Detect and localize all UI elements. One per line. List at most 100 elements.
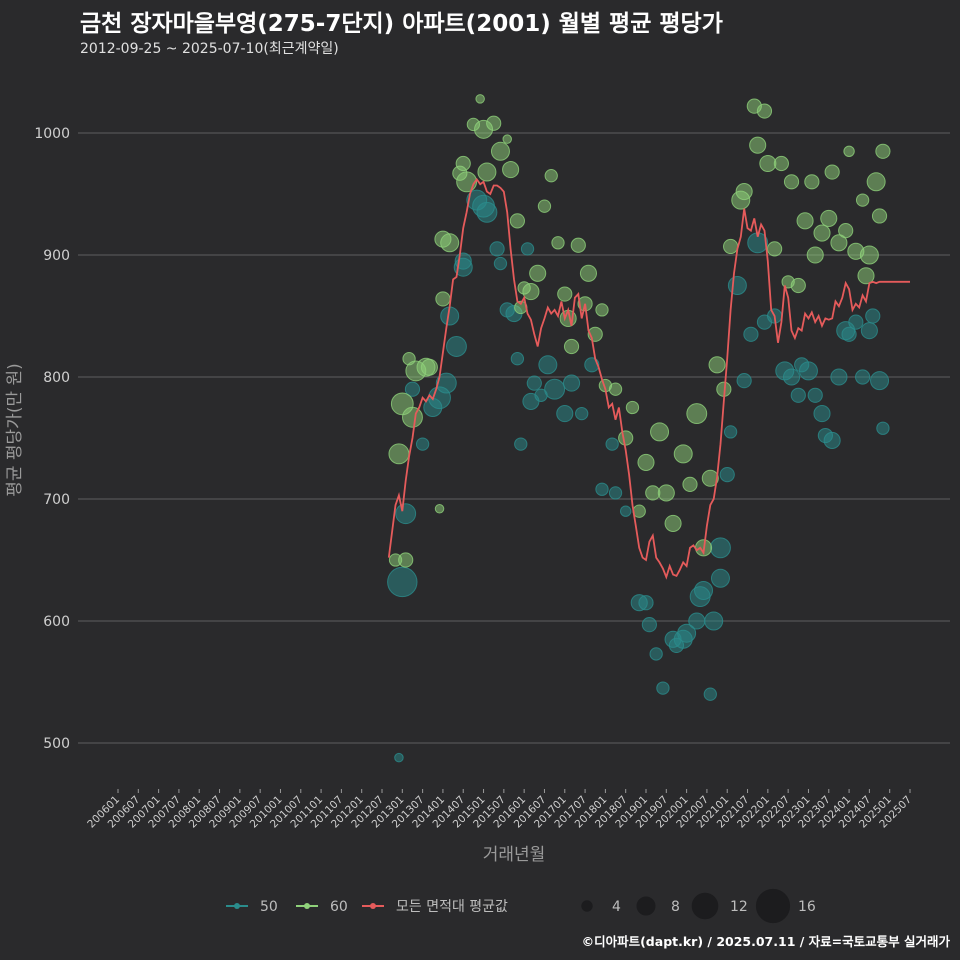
legend-marker	[304, 903, 310, 909]
legend-size-label: 8	[671, 899, 680, 915]
data-point	[790, 387, 806, 403]
data-point	[830, 234, 848, 252]
legend-label: 모든 면적대 평균값	[396, 899, 508, 915]
data-point	[830, 368, 848, 386]
data-point	[701, 469, 719, 487]
data-point	[420, 358, 438, 376]
data-point	[446, 336, 467, 357]
data-point	[688, 612, 706, 630]
data-point	[848, 314, 864, 330]
data-point	[475, 94, 485, 104]
data-point	[857, 267, 875, 285]
data-point	[514, 437, 528, 451]
data-point	[719, 467, 735, 483]
data-point	[677, 623, 697, 643]
data-point	[820, 209, 838, 227]
x-axis-title: 거래년월	[483, 845, 546, 865]
data-point	[749, 136, 767, 154]
data-point	[526, 375, 542, 391]
data-point	[871, 208, 888, 224]
data-point	[704, 611, 724, 631]
y-tick-label: 800	[43, 370, 70, 386]
data-point	[682, 476, 698, 492]
data-point	[870, 371, 890, 391]
y-axis-title: 평균 평당가(만 원)	[5, 363, 25, 497]
data-point	[490, 141, 510, 161]
data-point	[767, 241, 783, 257]
data-point	[807, 387, 823, 403]
data-point	[388, 443, 410, 465]
data-point	[398, 552, 414, 568]
data-point	[813, 405, 831, 423]
legend-size-label: 16	[798, 899, 816, 915]
y-tick-label: 500	[43, 736, 70, 752]
data-point	[619, 505, 632, 517]
legend-size-marker	[581, 900, 593, 912]
series-60-points	[388, 94, 891, 568]
data-point	[387, 566, 418, 598]
data-point	[608, 382, 623, 396]
legend-label: 60	[330, 899, 348, 915]
data-point	[860, 322, 878, 340]
avg-line	[387, 177, 910, 580]
data-point	[823, 431, 841, 449]
data-point	[710, 537, 731, 559]
chart-subtitle: 2012-09-25 ~ 2025-07-10(최근계약일)	[80, 41, 339, 57]
data-point	[686, 403, 708, 425]
data-point	[544, 169, 558, 183]
data-point	[435, 372, 457, 394]
y-tick-label: 600	[43, 614, 70, 630]
data-point	[509, 213, 525, 229]
legend-size-marker	[636, 896, 656, 916]
data-point	[456, 171, 478, 193]
data-point	[402, 406, 423, 428]
data-point	[865, 308, 881, 324]
data-point	[557, 286, 573, 302]
data-point	[537, 199, 552, 213]
data-point	[608, 486, 623, 500]
y-tick-label: 1000	[34, 126, 70, 142]
data-point	[735, 183, 753, 201]
data-point	[645, 485, 661, 501]
data-point	[575, 406, 589, 421]
data-point	[404, 381, 421, 397]
legend-label: 50	[260, 899, 278, 915]
data-point	[595, 303, 609, 317]
legend: 50 60 모든 면적대 평균값 4 8 12 16	[226, 888, 816, 924]
data-point	[489, 241, 505, 257]
data-point	[502, 161, 520, 179]
data-point	[866, 172, 886, 192]
source-footer: ©디아파트(dapt.kr) / 2025.07.11 / 자료=국토교통부 실…	[581, 934, 950, 949]
data-point	[618, 430, 634, 446]
legend-marker	[370, 903, 376, 909]
data-point	[756, 103, 773, 119]
data-point	[650, 422, 670, 442]
data-point	[798, 361, 818, 381]
series-50-points	[387, 189, 890, 763]
data-point	[790, 277, 806, 294]
data-point	[759, 154, 777, 173]
data-point	[838, 223, 854, 239]
data-point	[638, 595, 654, 611]
data-point	[641, 617, 657, 633]
data-point	[804, 174, 820, 190]
data-point	[782, 368, 801, 386]
data-point	[723, 238, 739, 255]
data-point	[843, 145, 855, 158]
legend-size-marker	[691, 892, 719, 920]
data-point	[434, 504, 445, 514]
data-point	[806, 246, 824, 264]
data-point	[657, 484, 675, 502]
data-point	[551, 236, 565, 250]
data-point	[440, 233, 460, 253]
data-point	[570, 237, 586, 253]
legend-size-marker	[755, 888, 791, 924]
data-point	[656, 681, 670, 695]
data-point	[563, 338, 580, 355]
data-point	[637, 453, 655, 471]
data-point	[673, 444, 693, 464]
chart-title: 금천 장자마을부영(275-7단지) 아파트(2001) 월별 평균 평당가	[80, 11, 723, 37]
data-point	[841, 326, 857, 342]
legend-size-label: 12	[730, 899, 748, 915]
